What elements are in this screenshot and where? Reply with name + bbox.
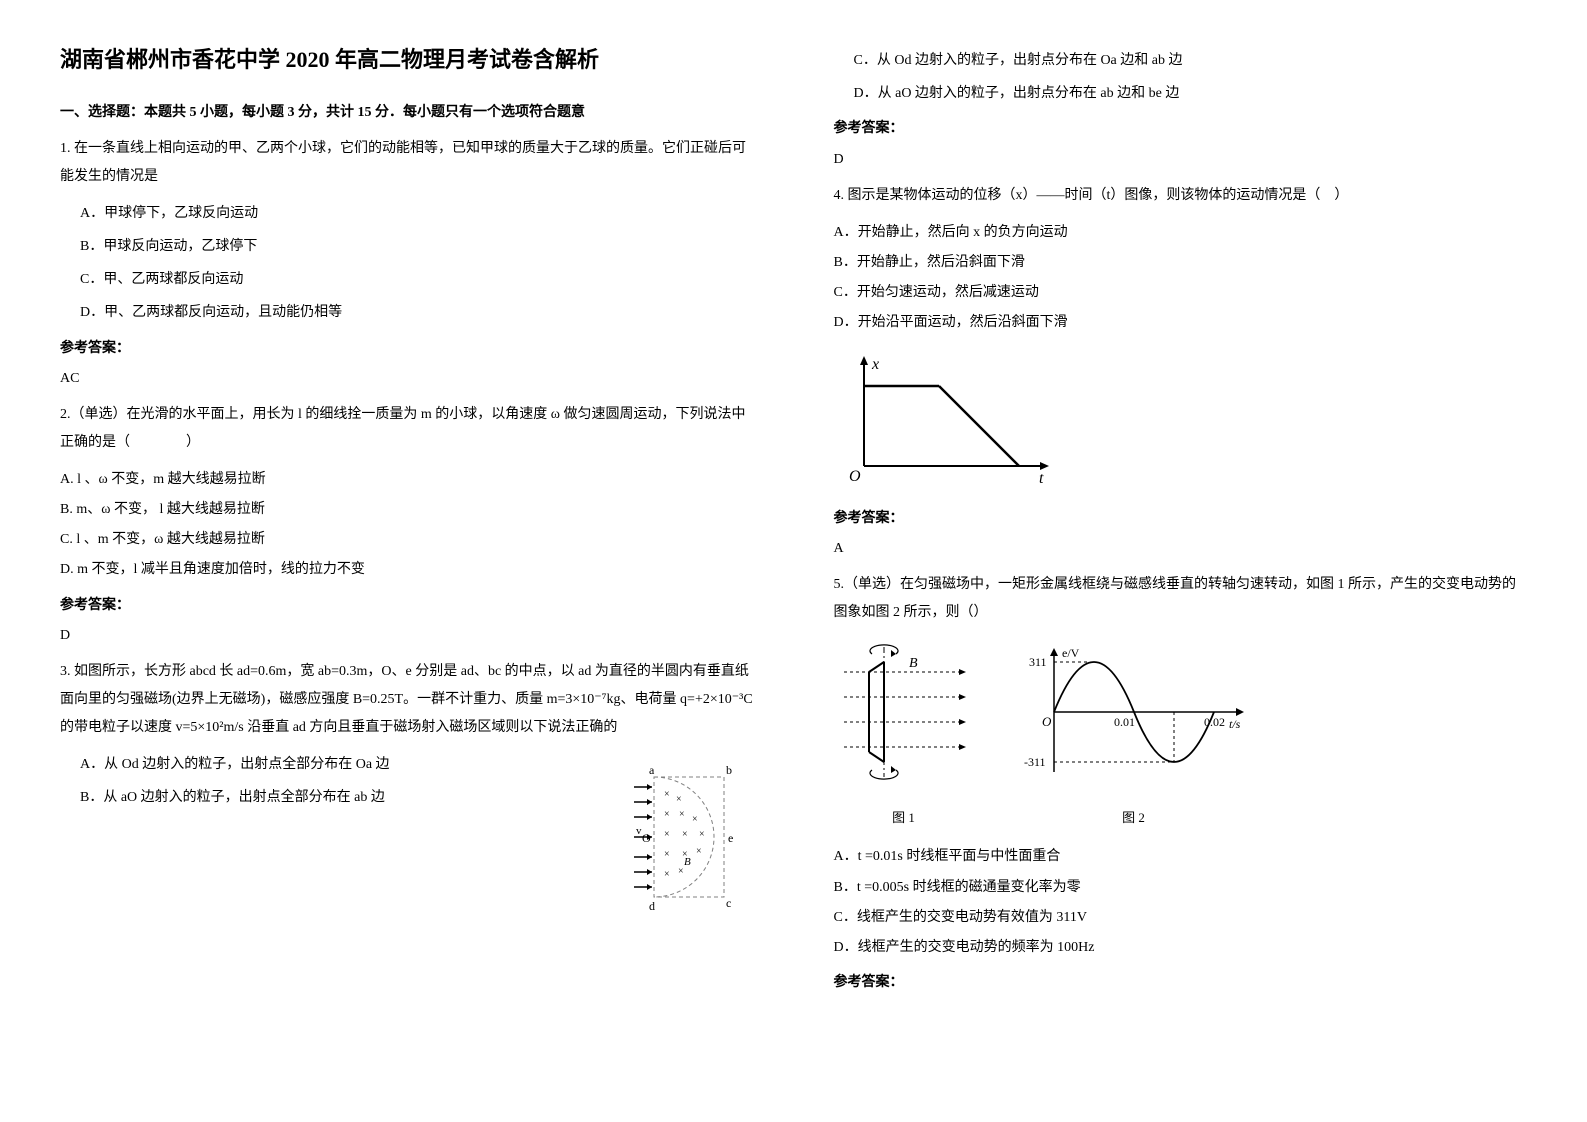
q4-svg: x O t [834,351,1064,491]
svg-text:t: t [1039,470,1044,487]
svg-text:O: O [1042,714,1052,729]
q3-answer-label: 参考答案： [834,116,1528,141]
svg-text:t/s: t/s [1229,717,1241,731]
q1-option-c: C．甲、乙两球都反向运动 [80,267,754,292]
svg-text:c: c [726,896,731,910]
q3-figure: × × × × × × × × × × × × × [634,762,754,921]
q5-fig1-svg: B [834,642,974,792]
q5-figures: B 图 1 [834,642,1528,830]
svg-text:×: × [692,814,698,825]
q1-option-a: A．甲球停下，乙球反向运动 [80,201,754,226]
q3-option-d: D．从 aO 边射入的粒子，出射点分布在 ab 边和 be 边 [854,81,1528,106]
question-2-text: 2.（单选）在光滑的水平面上，用长为 l 的细线拴一质量为 m 的小球，以角速度… [60,401,754,457]
svg-text:×: × [699,829,705,840]
svg-text:x: x [871,356,879,373]
svg-text:0.01: 0.01 [1114,715,1135,729]
svg-text:×: × [664,809,670,820]
svg-text:×: × [678,866,684,877]
q2-answer-label: 参考答案： [60,593,754,618]
q3-option-c: C．从 Od 边射入的粒子，出射点分布在 Oa 边和 ab 边 [854,48,1528,73]
q1-option-d: D．甲、乙两球都反向运动，且动能仍相等 [80,300,754,325]
q4-answer-label: 参考答案： [834,506,1528,531]
question-4-text: 4. 图示是某物体运动的位移（x）——时间（t）图像，则该物体的运动情况是（ ） [834,182,1528,210]
svg-text:d: d [649,899,655,912]
svg-text:O: O [849,468,861,485]
svg-text:e: e [728,831,733,845]
q5-answer-label: 参考答案： [834,970,1528,995]
q5-option-c: C．线框产生的交变电动势有效值为 311V [834,905,1528,930]
svg-text:×: × [664,829,670,840]
question-5-text: 5.（单选）在匀强磁场中，一矩形金属线框绕与磁感线垂直的转轴匀速转动，如图 1 … [834,571,1528,627]
svg-text:e/V: e/V [1062,646,1080,660]
section-header: 一、选择题：本题共 5 小题，每小题 3 分，共计 15 分．每小题只有一个选项… [60,100,754,125]
svg-text:0.02: 0.02 [1204,715,1225,729]
q2-option-c: C. l 、m 不变，ω 越大线越易拉断 [60,527,754,552]
svg-text:×: × [664,849,670,860]
q4-option-a: A．开始静止，然后向 x 的负方向运动 [834,220,1528,245]
q2-answer: D [60,623,754,648]
q5-option-a: A．t =0.01s 时线框平面与中性面重合 [834,844,1528,869]
svg-text:×: × [664,869,670,880]
svg-text:×: × [682,829,688,840]
question-1-text: 1. 在一条直线上相向运动的甲、乙两个小球，它们的动能相等，已知甲球的质量大于乙… [60,135,754,191]
svg-text:-311: -311 [1024,755,1046,769]
svg-text:311: 311 [1029,655,1047,669]
q2-option-b: B. m、ω 不变， l 越大线越易拉断 [60,497,754,522]
svg-text:b: b [726,763,732,777]
page-title: 湖南省郴州市香花中学 2020 年高二物理月考试卷含解析 [60,40,754,80]
q4-option-b: B．开始静止，然后沿斜面下滑 [834,250,1528,275]
svg-text:×: × [676,794,682,805]
q1-answer: AC [60,366,754,391]
q1-answer-label: 参考答案： [60,336,754,361]
svg-text:B: B [909,656,918,671]
q4-answer: A [834,536,1528,561]
q2-option-a: A. l 、ω 不变，m 越大线越易拉断 [60,467,754,492]
q5-fig2-svg: e/V 311 -311 O 0.01 0.02 t/s [1014,642,1254,792]
q5-option-b: B．t =0.005s 时线框的磁通量变化率为零 [834,875,1528,900]
svg-text:B: B [684,856,691,868]
q5-fig2-label: 图 2 [1014,806,1254,829]
q4-option-c: C．开始匀速运动，然后减速运动 [834,280,1528,305]
svg-text:a: a [649,763,655,777]
q4-option-d: D．开始沿平面运动，然后沿斜面下滑 [834,310,1528,335]
q5-figure-1: B 图 1 [834,642,974,830]
q5-option-d: D．线框产生的交变电动势的频率为 100Hz [834,935,1528,960]
q3-answer: D [834,147,1528,172]
svg-text:×: × [679,809,685,820]
q1-option-b: B．甲球反向运动，乙球停下 [80,234,754,259]
svg-text:O: O [642,831,651,845]
q5-fig1-label: 图 1 [834,806,974,829]
question-3-text: 3. 如图所示，长方形 abcd 长 ad=0.6m，宽 ab=0.3m，O、e… [60,658,754,742]
q4-figure: x O t [834,351,1528,491]
svg-text:×: × [664,789,670,800]
q5-figure-2: e/V 311 -311 O 0.01 0.02 t/s 图 2 [1014,642,1254,830]
svg-text:×: × [696,846,702,857]
q2-option-d: D. m 不变，l 减半且角速度加倍时，线的拉力不变 [60,557,754,582]
q3-svg: × × × × × × × × × × × × × [634,762,754,912]
